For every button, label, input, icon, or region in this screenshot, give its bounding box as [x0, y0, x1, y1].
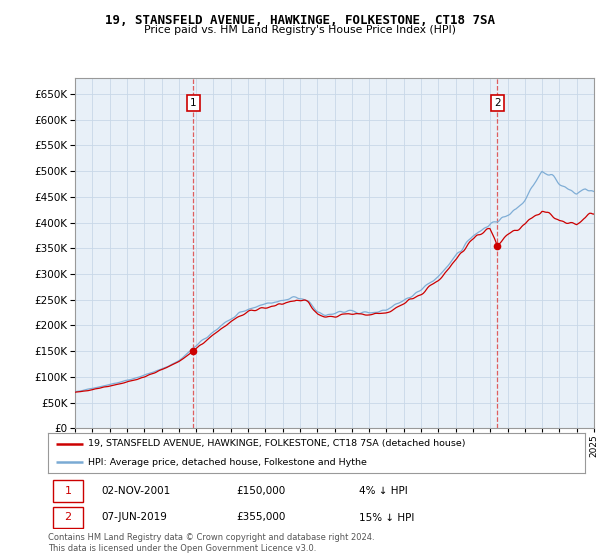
Text: £150,000: £150,000: [236, 486, 285, 496]
Text: HPI: Average price, detached house, Folkestone and Hythe: HPI: Average price, detached house, Folk…: [88, 458, 367, 467]
Text: 19, STANSFELD AVENUE, HAWKINGE, FOLKESTONE, CT18 7SA (detached house): 19, STANSFELD AVENUE, HAWKINGE, FOLKESTO…: [88, 439, 466, 448]
Text: 07-JUN-2019: 07-JUN-2019: [102, 512, 167, 522]
Text: 2: 2: [494, 98, 501, 108]
Text: 4% ↓ HPI: 4% ↓ HPI: [359, 486, 408, 496]
FancyBboxPatch shape: [53, 507, 83, 528]
Text: Contains HM Land Registry data © Crown copyright and database right 2024.
This d: Contains HM Land Registry data © Crown c…: [48, 533, 374, 553]
FancyBboxPatch shape: [53, 480, 83, 502]
Text: 02-NOV-2001: 02-NOV-2001: [102, 486, 171, 496]
Text: 1: 1: [65, 486, 71, 496]
Text: 1: 1: [190, 98, 197, 108]
Text: 19, STANSFELD AVENUE, HAWKINGE, FOLKESTONE, CT18 7SA: 19, STANSFELD AVENUE, HAWKINGE, FOLKESTO…: [105, 14, 495, 27]
Text: 15% ↓ HPI: 15% ↓ HPI: [359, 512, 415, 522]
Text: Price paid vs. HM Land Registry's House Price Index (HPI): Price paid vs. HM Land Registry's House …: [144, 25, 456, 35]
Text: £355,000: £355,000: [236, 512, 286, 522]
Text: 2: 2: [65, 512, 72, 522]
